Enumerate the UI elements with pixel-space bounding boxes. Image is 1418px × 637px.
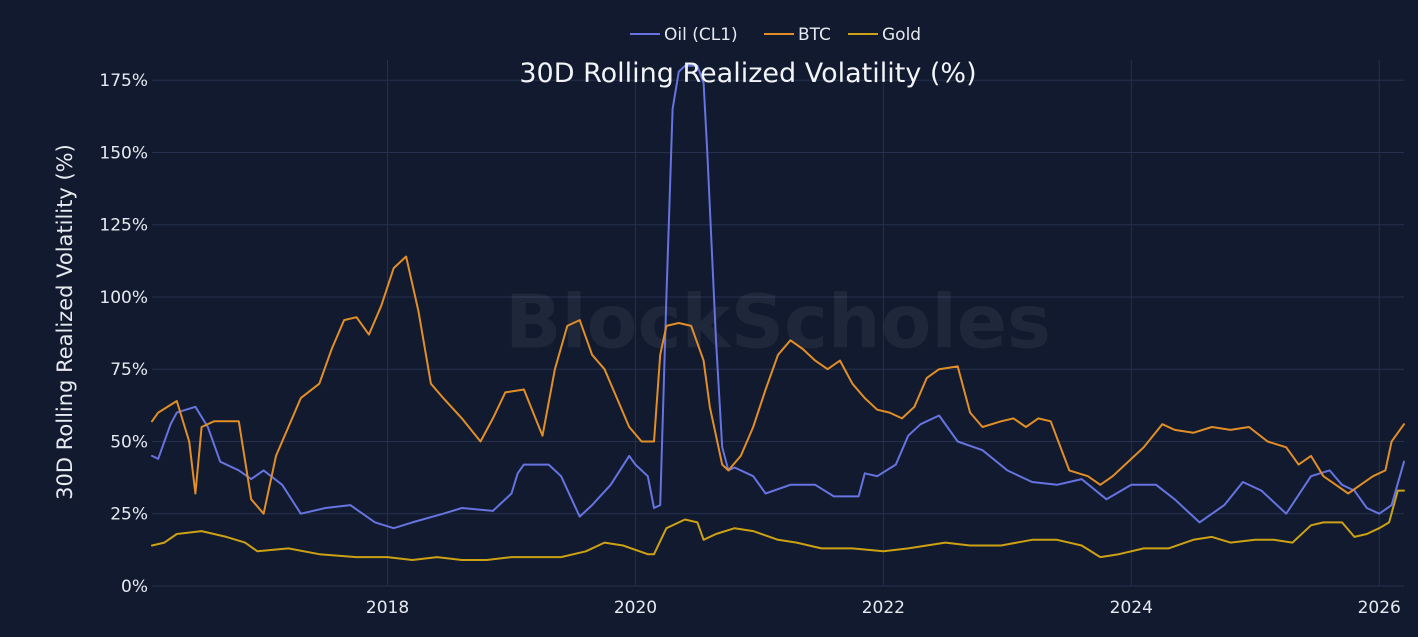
legend-item-gold[interactable]: Gold: [848, 25, 921, 45]
chart-title: 30D Rolling Realized Volatility (%): [519, 58, 976, 89]
x-axis-ticks: 2018 2020 2022 2024 2026: [366, 598, 1401, 618]
x-tick-label: 2022: [862, 598, 905, 618]
grid: [152, 60, 1404, 587]
series-line-oil-cl1: [151, 64, 1405, 530]
x-tick-label: 2020: [614, 598, 657, 618]
legend-item-btc[interactable]: BTC: [764, 25, 831, 45]
y-tick-label: 125%: [99, 216, 148, 236]
series-line-gold: [151, 489, 1405, 561]
y-tick-label: 75%: [110, 360, 148, 380]
watermark: BlockScholes: [505, 280, 1051, 366]
y-axis-title: 30D Rolling Realized Volatility (%): [53, 144, 77, 500]
y-tick-label: 175%: [99, 71, 148, 91]
y-tick-label: 100%: [99, 288, 148, 308]
x-tick-label: 2024: [1110, 598, 1153, 618]
legend[interactable]: Oil (CL1) BTC Gold: [630, 25, 921, 45]
y-tick-label: 150%: [99, 143, 148, 163]
y-tick-label: 25%: [110, 505, 148, 525]
legend-label: Gold: [882, 25, 921, 45]
y-tick-label: 50%: [110, 432, 148, 452]
y-tick-label: 0%: [121, 577, 148, 597]
x-tick-label: 2018: [366, 598, 409, 618]
series-line-btc: [151, 255, 1405, 515]
legend-label: BTC: [798, 25, 831, 45]
x-tick-label: 2026: [1358, 598, 1401, 618]
y-axis-ticks: 0% 25% 50% 75% 100% 125% 150% 175%: [99, 71, 148, 597]
series-lines: [151, 64, 1405, 561]
legend-label: Oil (CL1): [664, 25, 738, 45]
legend-item-oil-cl1[interactable]: Oil (CL1): [630, 25, 738, 45]
